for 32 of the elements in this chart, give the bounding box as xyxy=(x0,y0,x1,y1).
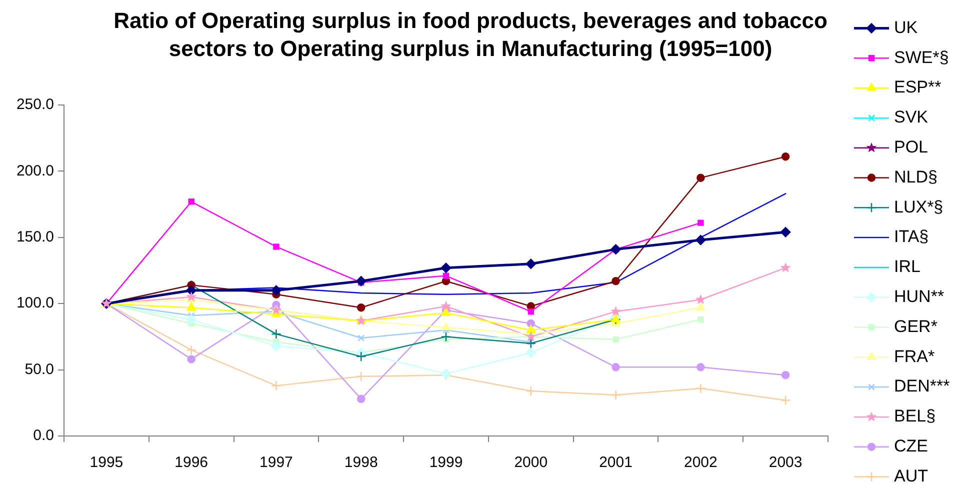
legend-label: SWE*§ xyxy=(894,48,949,67)
legend-label: GER* xyxy=(894,316,938,336)
x-tick-label: 2001 xyxy=(599,454,632,472)
x-tick-label: 2003 xyxy=(768,454,802,472)
y-tick-label: 150.0 xyxy=(16,228,54,246)
legend-label: IRL xyxy=(894,257,920,276)
legend-label: AUT xyxy=(894,466,928,486)
legend-label: DEN*** xyxy=(894,376,950,396)
legend-label: NLD§ xyxy=(894,167,938,186)
y-tick-label: 200.0 xyxy=(16,162,54,180)
x-tick-label: 2000 xyxy=(514,454,548,472)
y-tick-label: 250.0 xyxy=(16,96,54,114)
x-tick-label: 1997 xyxy=(260,454,293,472)
y-tick-label: 0.0 xyxy=(33,427,54,444)
legend-label: CZE xyxy=(894,436,928,456)
legend-label: UK xyxy=(894,18,918,37)
x-tick-label: 1996 xyxy=(174,454,208,472)
legend-label: HUN** xyxy=(894,287,944,306)
chart-title: Ratio of Operating surplus in food products, beverages and tobacco sectors to Operating surplus in Manufacturing (1995=100) xyxy=(112,7,828,63)
y-tick-label: 50.0 xyxy=(24,360,54,378)
y-tick-label: 100.0 xyxy=(16,294,54,312)
x-tick-label: 1998 xyxy=(344,454,378,472)
legend-label: ITA§ xyxy=(894,227,929,246)
legend-label: ESP** xyxy=(894,78,942,97)
legend-label: SVK xyxy=(894,108,929,127)
legend-label: FRA* xyxy=(894,346,935,366)
legend-label: LUX*§ xyxy=(894,197,944,216)
x-tick-label: 1995 xyxy=(90,454,124,472)
legend-label: POL xyxy=(894,138,928,157)
x-tick-label: 2002 xyxy=(684,454,718,472)
legend-label: BEL§ xyxy=(894,406,936,426)
x-tick-label: 1999 xyxy=(429,454,463,472)
